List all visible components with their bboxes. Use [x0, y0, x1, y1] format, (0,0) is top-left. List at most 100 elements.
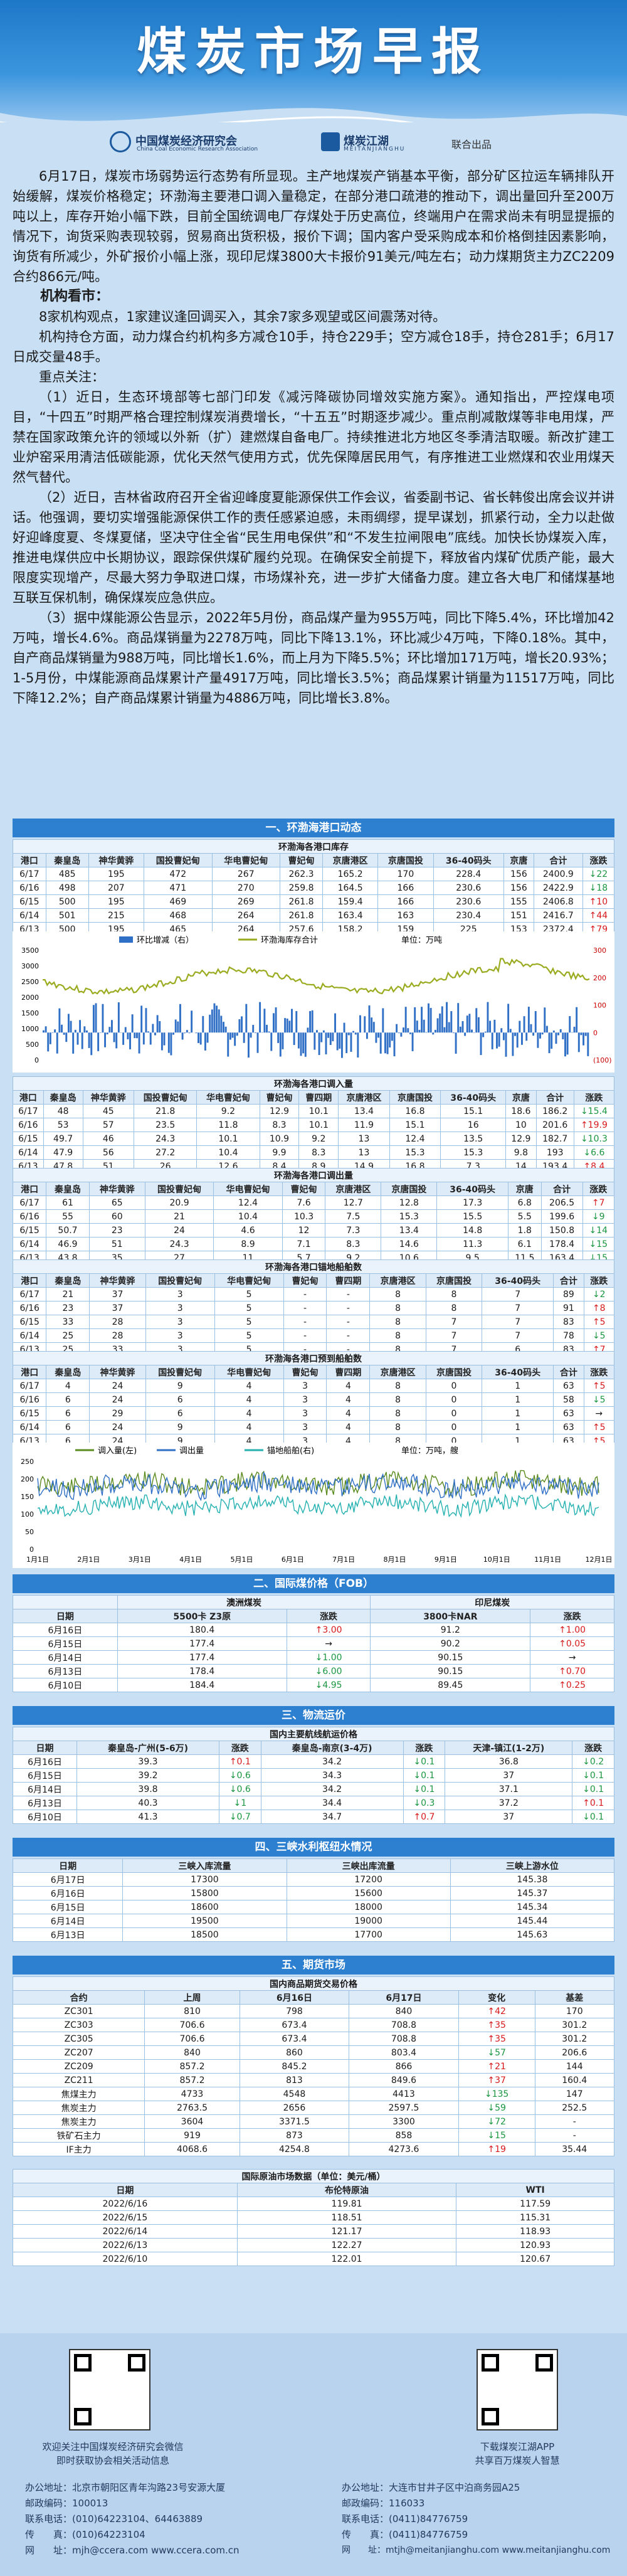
column-header: 36-40码头	[482, 1365, 554, 1379]
change-bar	[371, 1017, 373, 1033]
table-cell: 6月15日	[13, 1636, 118, 1651]
table-cell: 6	[46, 1406, 90, 1421]
table-cell: 156	[503, 881, 534, 895]
y-tick-left: 250	[21, 1458, 34, 1466]
table-cell: 145.37	[450, 1886, 615, 1900]
table-cell: 301.2	[534, 2018, 615, 2032]
table-cell: -	[283, 1287, 327, 1301]
inventory-table: 环渤海各港口库存 港口 秦皇岛 神华黄骅 国投曹妃甸 华电曹妃甸 曹妃甸 京唐港区 京唐国投 36…	[13, 839, 615, 936]
views-paragraph: 8家机构观点，1家建议逢回调买入，其余7家多观望或区间震荡对待。	[39, 309, 446, 324]
change-bar	[336, 1032, 339, 1051]
change-bar	[272, 1013, 275, 1033]
table-cell: -	[283, 1301, 327, 1315]
freight-table: 国内主要航线航运价格 日期 秦皇岛-广州(5-6万) 涨跌 秦皇岛-南京(3-4万) 涨跌…	[12, 1727, 614, 1824]
table-cell: 15800	[122, 1886, 287, 1900]
table-cell: ↑0.1	[572, 1796, 614, 1810]
change-bar	[584, 1032, 587, 1036]
change-bar	[414, 1007, 416, 1033]
table-cell: 6	[46, 1392, 90, 1407]
table-row: 6月16日 180.4 ↑3.00 91.2 ↑1.00	[13, 1623, 614, 1637]
table-cell: 4	[214, 1392, 284, 1407]
table-row: 6/15 50.7 23 24 4.6 12 7.3 13.4 14.8 1.8 150.8 ↓14	[12, 1223, 614, 1238]
column-header: 京唐国投	[389, 1090, 441, 1105]
table-cell: 6/14	[12, 1420, 47, 1434]
table-cell: 6	[145, 1392, 215, 1407]
column-header: 涨跌	[572, 1741, 614, 1755]
change-bar	[277, 1032, 280, 1043]
change-bar	[259, 1002, 261, 1033]
column-header: 港口	[13, 853, 46, 867]
table-cell: 24	[89, 1379, 146, 1393]
table-row: ZC301 810 798 840 ↑42 170	[12, 2004, 615, 2018]
change-bar	[145, 1008, 147, 1033]
table-cell: 34.7	[260, 1810, 404, 1824]
change-bar	[252, 1025, 255, 1033]
x-tick: 11月1日	[534, 1556, 561, 1564]
change-bar	[104, 1032, 107, 1047]
left-web[interactable]: 网 址：mjh@ccera.com www.ccera.com.cn	[25, 2545, 240, 2556]
y-tick-right: 100	[593, 1002, 606, 1010]
column-header: 京唐国投	[377, 853, 434, 867]
table-cell: 18600	[122, 1900, 287, 1914]
table-cell: 47.9	[43, 1145, 83, 1160]
table-cell: 6/14	[13, 1145, 44, 1160]
table-cell: 2656	[239, 2101, 350, 2115]
change-bar	[404, 1007, 407, 1033]
change-bar	[448, 1022, 450, 1033]
table-cell: 3300	[349, 2114, 459, 2129]
change-bar	[403, 1027, 404, 1033]
flow-chart: 调入量(左) 调出量 锚地船舶(右) 单位：万吨，艘 250 200 150 100 50 0 1月…	[13, 1443, 614, 1568]
table-cell: 147	[534, 2087, 615, 2101]
change-bar	[357, 1032, 359, 1057]
change-bar	[453, 1032, 455, 1034]
change-bar	[124, 1027, 127, 1033]
change-bar	[49, 1032, 51, 1044]
change-bar	[489, 1020, 492, 1033]
change-bar	[108, 1027, 111, 1033]
y-tick-left: 100	[21, 1510, 34, 1519]
table-cell: 2406.8	[533, 894, 583, 909]
change-bar	[254, 1032, 256, 1034]
change-bar	[468, 1014, 471, 1033]
column-header: 合计	[535, 1090, 574, 1105]
change-bar	[177, 1021, 179, 1033]
change-bar	[502, 1032, 505, 1041]
change-bar	[149, 1032, 152, 1045]
table-cell: 21.8	[134, 1104, 198, 1118]
column-header: 京唐港区	[322, 853, 379, 867]
change-bar	[140, 1005, 143, 1033]
table-cell: 10.1	[196, 1132, 260, 1146]
change-bar	[377, 1032, 380, 1038]
table-cell: 19500	[122, 1914, 287, 1928]
change-bar	[436, 1018, 439, 1033]
table-cell: 262.3	[280, 867, 324, 881]
table-cell: 39.8	[76, 1782, 220, 1796]
news-item-3: （3）据中煤能源公告显示，2022年5月份，商品煤产量为955万吨，同比下降5.…	[13, 610, 614, 706]
table-cell: 46	[82, 1132, 135, 1146]
change-bar	[500, 1028, 503, 1033]
table-cell: 10.1	[298, 1118, 339, 1132]
change-bar	[152, 1024, 154, 1033]
table-cell: ↑42	[458, 2004, 535, 2018]
right-web[interactable]: 网 址：mtjh@meitanjianghu.com www.meitanjia…	[342, 2545, 611, 2555]
table-row: 焦煤主力 4733 4548 4413 ↓135 147	[12, 2087, 615, 2101]
table-cell: 9.8	[505, 1145, 537, 1160]
column-header: 京唐	[505, 1090, 537, 1105]
table-cell: 9.2	[196, 1104, 260, 1118]
table-row: 6/14 501 215 468 264 261.8 163.4 163 230.4 151 241…	[13, 908, 615, 923]
change-bar	[263, 1009, 266, 1033]
x-tick: 1月1日	[26, 1556, 49, 1564]
table-cell: 7.6	[282, 1195, 326, 1210]
table-cell: 8	[369, 1328, 426, 1343]
change-bar	[498, 1032, 500, 1047]
change-bar	[147, 1031, 150, 1033]
table-cell: 12	[282, 1223, 326, 1238]
table-cell: 1	[482, 1420, 554, 1434]
change-bar	[307, 1027, 309, 1033]
table-row: 6月16日 15800 15600 145.37	[12, 1886, 615, 1900]
change-bar	[551, 1032, 553, 1049]
table-row: 6月16日 39.3 ↑0.1 34.2 ↓0.1 36.8 ↓0.2	[12, 1754, 614, 1769]
column-header: 秦皇岛	[45, 853, 89, 867]
table-cell: 118.93	[456, 2224, 614, 2239]
column-header: 京唐国投	[381, 1182, 438, 1196]
